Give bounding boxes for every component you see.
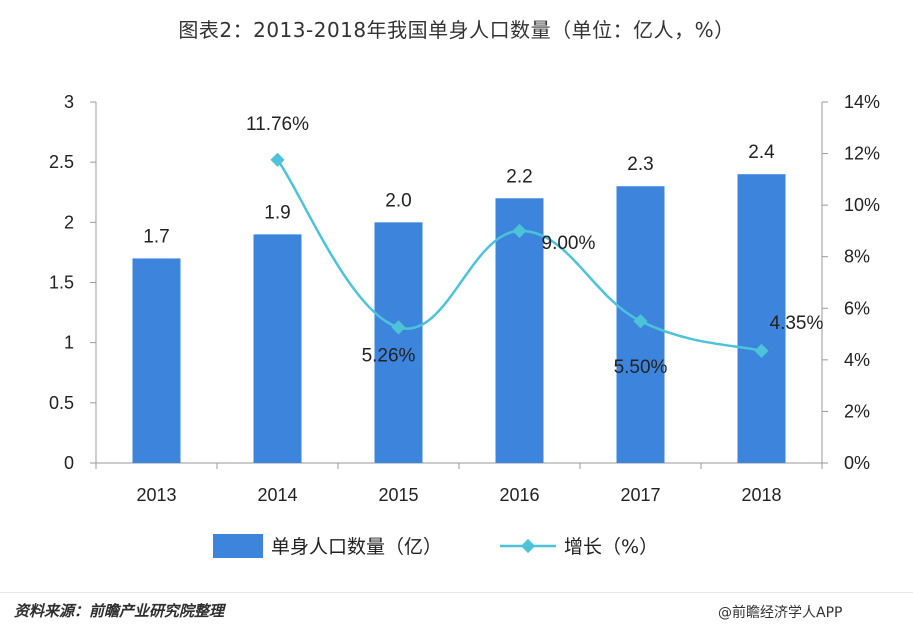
growth-marker [633, 314, 648, 329]
bar [374, 222, 423, 463]
legend-label-population: 单身人口数量（亿） [271, 536, 443, 558]
y-left-tick-label: 3 [64, 92, 74, 112]
y-left-tick-label: 2.5 [49, 152, 74, 172]
growth-marker [754, 343, 769, 358]
y-right-tick-label: 0% [844, 453, 870, 473]
y-left-tick-label: 0.5 [49, 393, 74, 413]
y-right-tick-label: 10% [844, 195, 880, 215]
bar-value-label: 2.3 [627, 154, 653, 175]
bar-value-label: 2.0 [385, 190, 411, 211]
legend: 单身人口数量（亿） 增长（%） [213, 532, 716, 559]
y-right-tick-label: 8% [844, 247, 870, 267]
y-left-tick-label: 1 [64, 333, 74, 353]
bar-value-label: 2.2 [506, 166, 532, 187]
y-left-tick-label: 2 [64, 212, 74, 232]
source-note: 资料来源：前瞻产业研究院整理 [14, 602, 225, 620]
growth-value-label: 5.26% [362, 345, 416, 366]
bar [737, 174, 786, 463]
growth-value-label: 5.50% [614, 357, 668, 378]
growth-value-label: 4.35% [770, 313, 824, 334]
legend-item-population: 单身人口数量（亿） [213, 532, 442, 559]
growth-line [276, 159, 762, 353]
growth-value-label: 9.00% [542, 233, 596, 254]
growth-marker [391, 320, 406, 335]
chart-title: 图表2：2013-2018年我国单身人口数量（单位：亿人，%） [178, 18, 735, 42]
x-tick-label: 2017 [620, 485, 660, 505]
legend-label-growth: 增长（%） [564, 536, 659, 558]
bar [495, 198, 544, 463]
divider [0, 592, 913, 593]
x-tick-label: 2015 [378, 485, 418, 505]
bar [132, 258, 181, 463]
bar-value-label: 1.9 [264, 202, 290, 223]
y-left-tick-label: 0 [64, 453, 74, 473]
y-right-tick-label: 12% [844, 144, 880, 164]
y-right-tick-label: 14% [844, 92, 880, 112]
legend-line-swatch [500, 538, 557, 553]
growth-marker [270, 152, 285, 167]
bar-value-label: 1.7 [143, 226, 169, 247]
bar [253, 234, 302, 463]
legend-item-growth: 增长（%） [500, 532, 658, 559]
growth-value-label: 11.76% [246, 114, 309, 135]
y-right-tick-label: 6% [844, 298, 870, 318]
x-tick-label: 2014 [257, 485, 297, 505]
y-right-tick-label: 4% [844, 350, 870, 370]
y-right-tick-label: 2% [844, 401, 870, 421]
x-tick-label: 2016 [499, 485, 539, 505]
growth-marker [512, 223, 527, 238]
bar-value-label: 2.4 [748, 142, 775, 163]
x-tick-label: 2013 [136, 485, 176, 505]
watermark-text: @前瞻经济学人APP [718, 605, 843, 621]
x-tick-label: 2018 [741, 485, 781, 505]
y-left-tick-label: 1.5 [49, 273, 74, 293]
legend-bar-swatch [213, 533, 263, 558]
